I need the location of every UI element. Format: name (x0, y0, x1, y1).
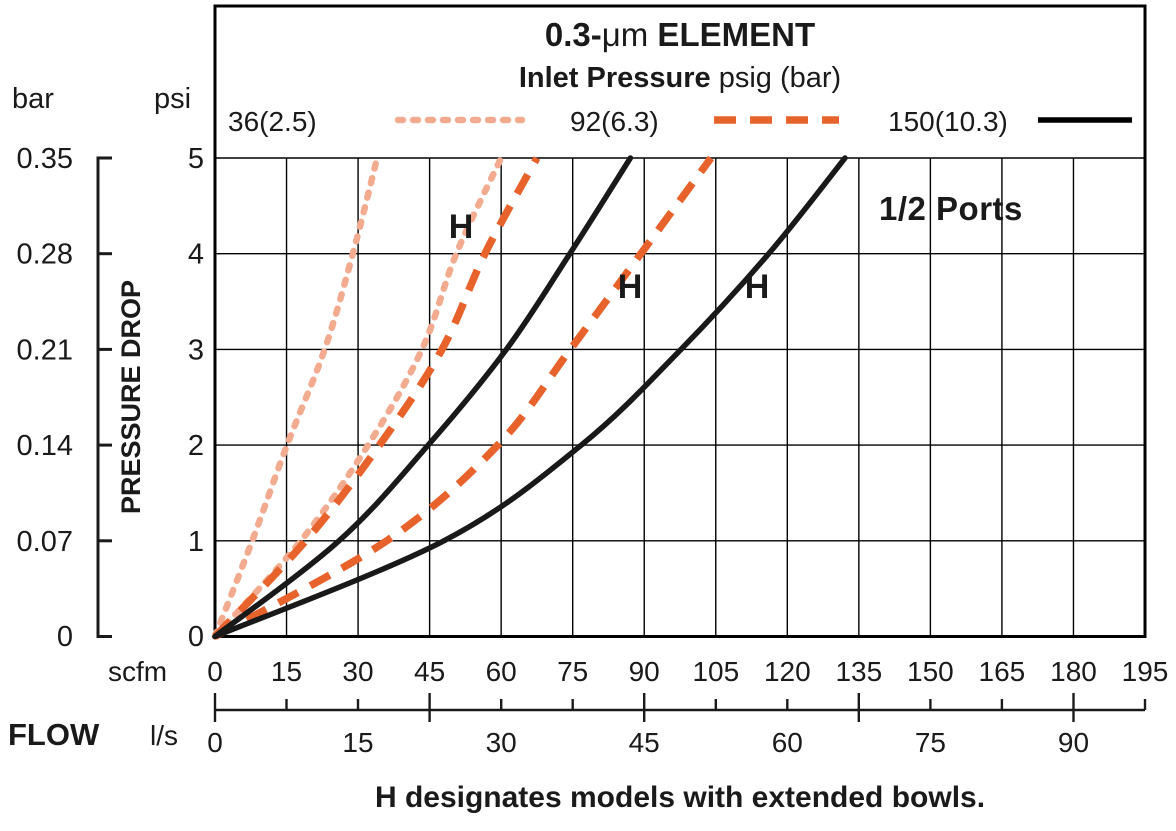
svg-text:0: 0 (207, 727, 223, 758)
svg-text:150(10.3): 150(10.3) (888, 106, 1008, 137)
svg-text:l/s: l/s (150, 720, 178, 751)
svg-text:1: 1 (188, 526, 204, 558)
svg-text:4: 4 (188, 239, 204, 271)
svg-text:105: 105 (692, 656, 739, 687)
svg-text:75: 75 (915, 727, 946, 758)
svg-text:H: H (449, 208, 474, 246)
svg-text:90: 90 (1058, 727, 1089, 758)
svg-text:45: 45 (414, 656, 445, 687)
svg-text:36(2.5): 36(2.5) (228, 106, 317, 137)
svg-text:0.21: 0.21 (17, 334, 73, 366)
svg-text:FLOW: FLOW (8, 717, 100, 752)
svg-text:165: 165 (979, 656, 1026, 687)
svg-text:1/2 Ports: 1/2 Ports (879, 190, 1023, 227)
svg-text:Inlet Pressure psig (bar): Inlet Pressure psig (bar) (519, 62, 841, 94)
svg-text:120: 120 (764, 656, 811, 687)
svg-text:5: 5 (188, 143, 204, 175)
svg-text:H: H (745, 268, 770, 306)
svg-text:15: 15 (342, 727, 373, 758)
svg-text:0.07: 0.07 (17, 526, 73, 558)
svg-text:0.3-μm ELEMENT: 0.3-μm ELEMENT (545, 16, 815, 53)
svg-text:2: 2 (188, 430, 204, 462)
svg-text:30: 30 (486, 727, 517, 758)
svg-text:0.35: 0.35 (17, 143, 73, 175)
svg-text:H: H (618, 268, 643, 306)
svg-text:psi: psi (154, 83, 191, 115)
svg-text:45: 45 (629, 727, 660, 758)
svg-text:135: 135 (835, 656, 882, 687)
svg-text:75: 75 (557, 656, 588, 687)
svg-text:30: 30 (342, 656, 373, 687)
svg-text:PRESSURE DROP: PRESSURE DROP (116, 280, 146, 514)
svg-text:3: 3 (188, 334, 204, 366)
svg-text:0.28: 0.28 (17, 239, 73, 271)
svg-text:bar: bar (12, 83, 54, 115)
svg-text:195: 195 (1122, 656, 1169, 687)
svg-text:150: 150 (907, 656, 954, 687)
svg-text:15: 15 (271, 656, 302, 687)
svg-text:H designates models with exten: H designates models with extended bowls. (375, 781, 985, 814)
svg-text:92(6.3): 92(6.3) (570, 106, 659, 137)
svg-text:60: 60 (486, 656, 517, 687)
svg-text:180: 180 (1050, 656, 1097, 687)
svg-text:0: 0 (188, 621, 204, 653)
svg-text:90: 90 (629, 656, 660, 687)
svg-text:0: 0 (57, 621, 73, 653)
svg-text:0: 0 (207, 656, 223, 687)
svg-text:60: 60 (772, 727, 803, 758)
svg-text:0.14: 0.14 (17, 430, 73, 462)
svg-text:scfm: scfm (108, 656, 167, 687)
